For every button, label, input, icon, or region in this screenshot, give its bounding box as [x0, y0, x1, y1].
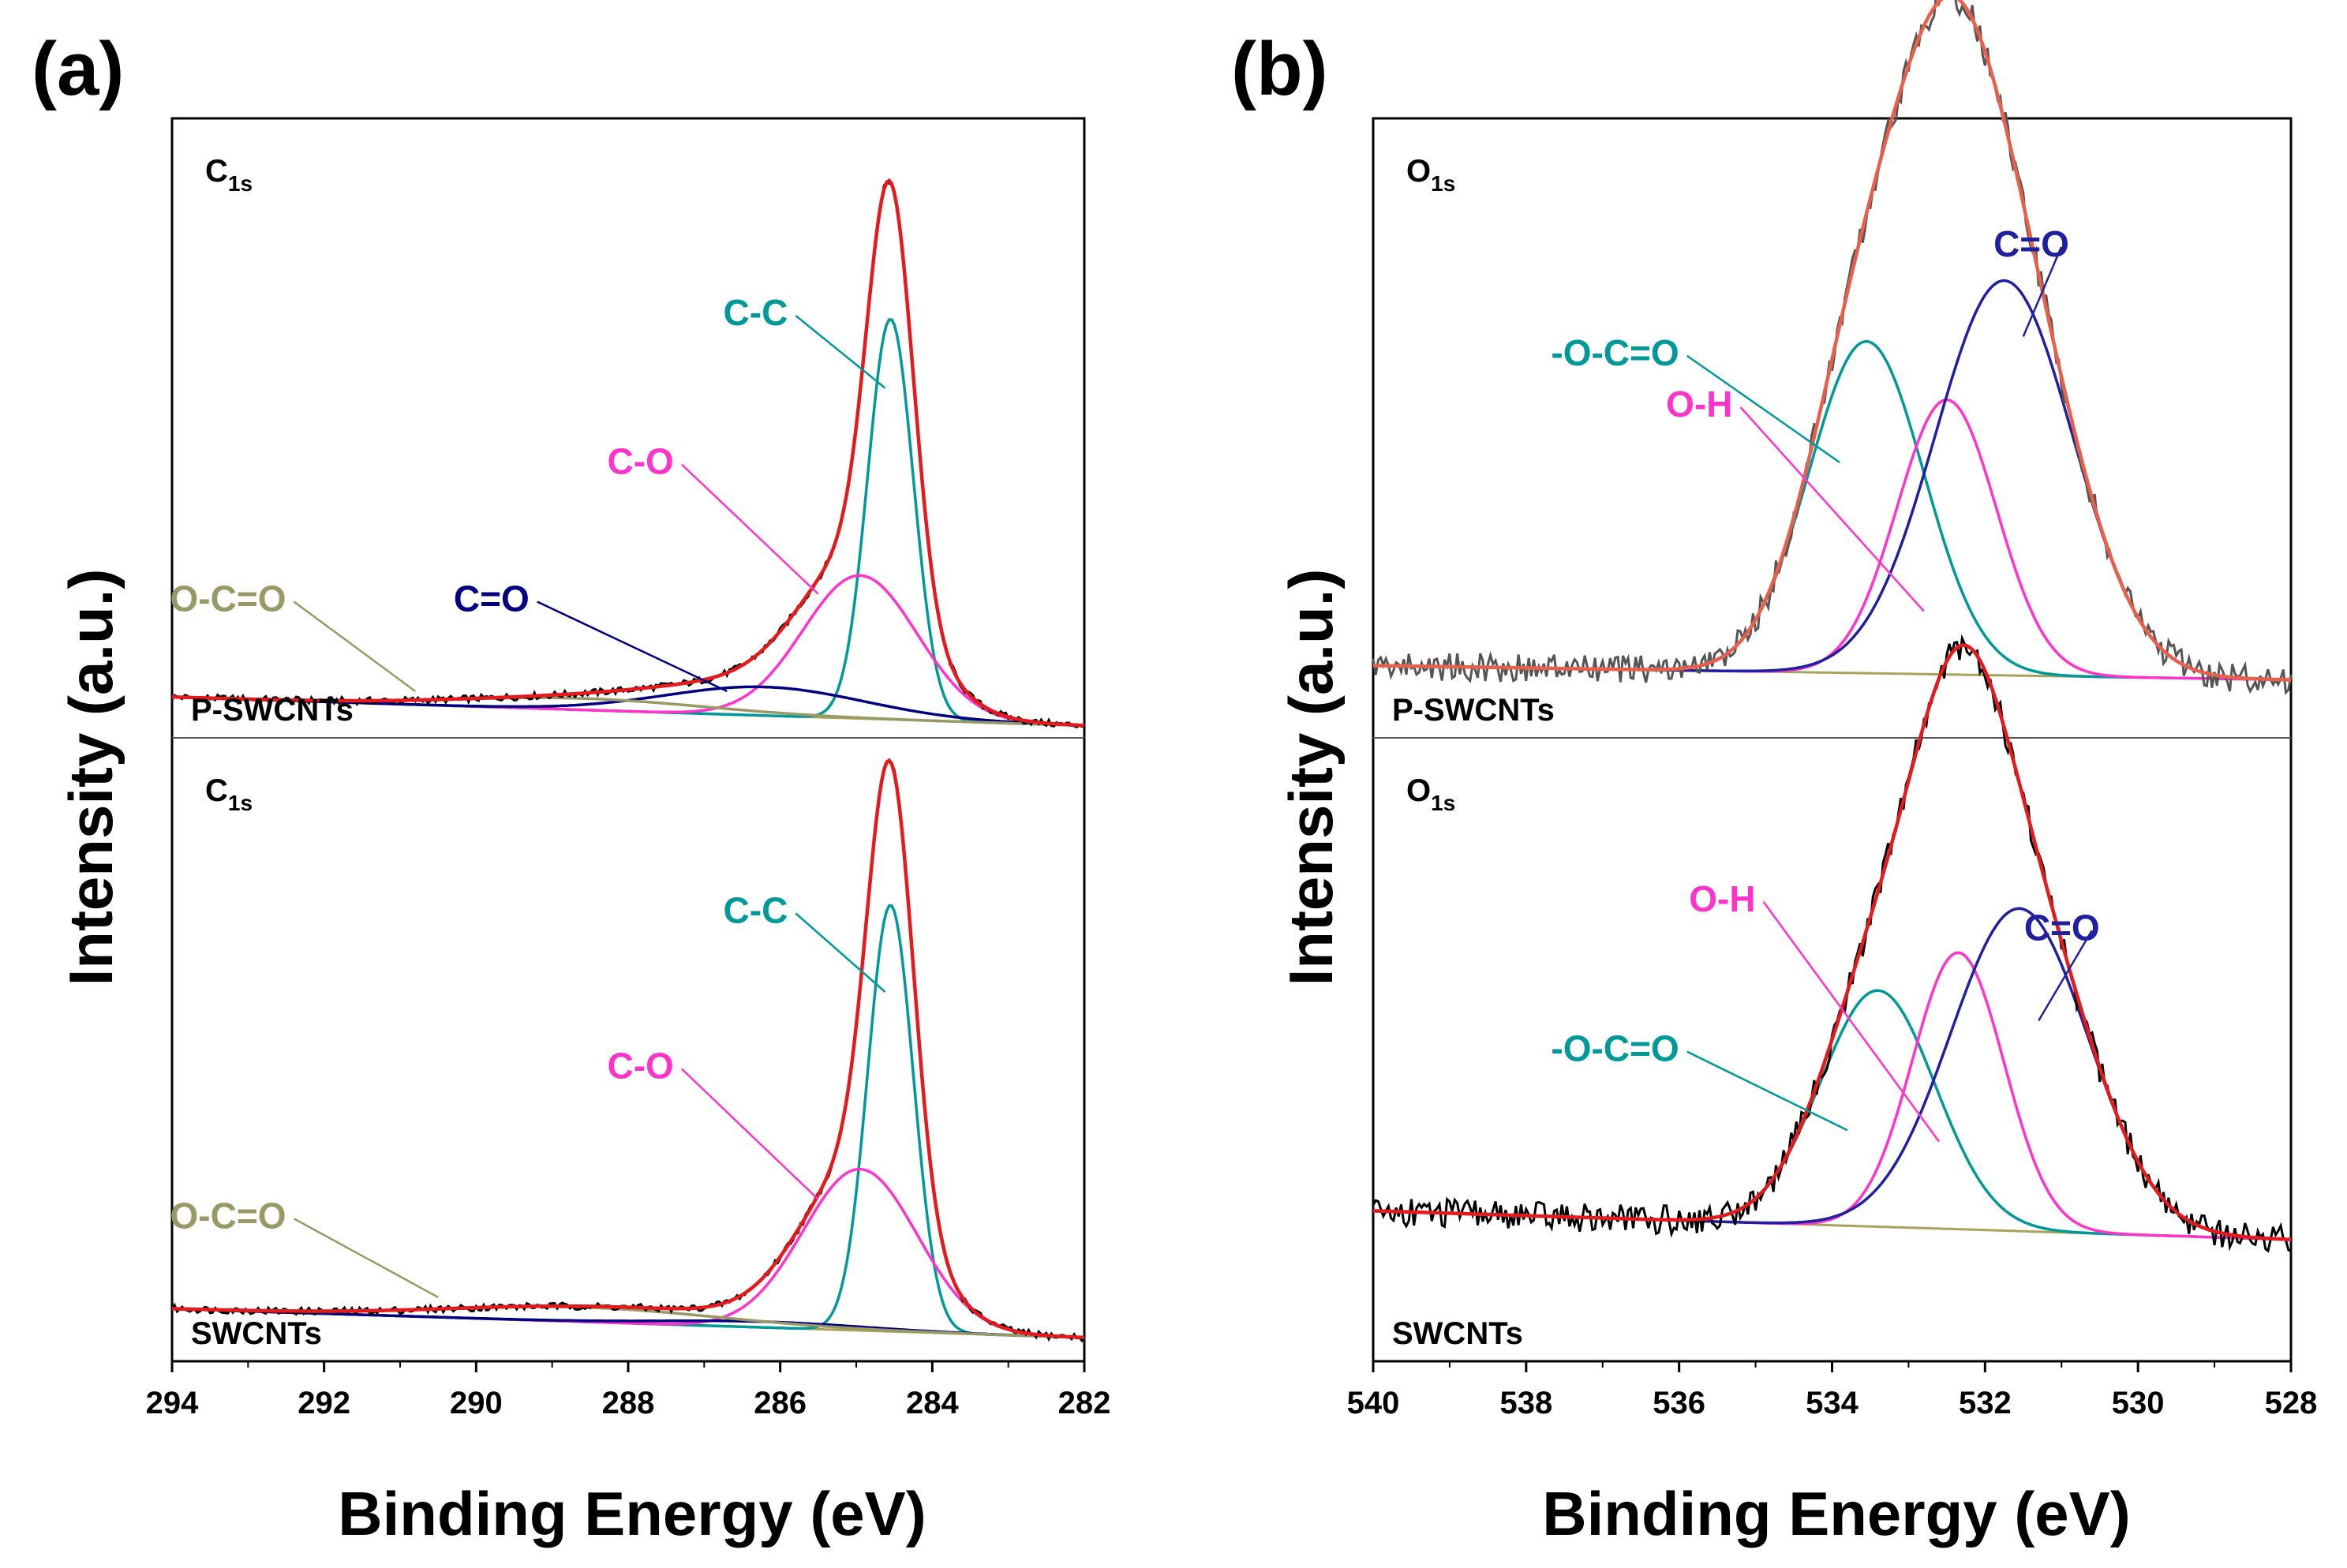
peak-label: C-O	[607, 1046, 673, 1087]
sample-label: SWCNTs	[1392, 1316, 1523, 1351]
plot-a: 294 292 290 288 286 284 282 C-C C-O C=O O-C=O C1s P-…	[146, 117, 1111, 1420]
peak-label: C=O	[1993, 223, 2069, 264]
peak-leader-line	[795, 315, 886, 389]
x-tick-label: 288	[602, 1386, 655, 1420]
peak-label: -O-C=O	[1551, 332, 1679, 373]
x-tick-label: 534	[1806, 1386, 1859, 1420]
x-tick-label: 532	[1959, 1386, 2012, 1420]
sample-label: SWCNTs	[191, 1316, 322, 1351]
peak-leader-line	[1762, 901, 1941, 1143]
peak-leader-line	[537, 601, 728, 693]
raw-data-line	[1372, 0, 2293, 695]
panel-a-xlabel: Binding Energy (eV)	[338, 1479, 926, 1548]
peak-label: O-C=O	[170, 578, 286, 619]
element-label: O1s	[1406, 154, 1455, 196]
peak-label: C-C	[724, 889, 788, 930]
raw-data-line	[1372, 634, 2292, 1253]
x-tick-label: 528	[2265, 1386, 2318, 1420]
peak-leader-line	[293, 1218, 439, 1298]
subplot-p-swcnts: -O-C=O O-H C=O O1s P-SWCNTs	[1372, 0, 2293, 728]
panel-b-xlabel: Binding Energy (eV)	[1542, 1479, 2130, 1548]
x-tick-label: 286	[754, 1386, 807, 1420]
peak-leader-line	[795, 912, 886, 993]
panel-b: (b) Intensity (a.u.) Binding Energy (eV)…	[1231, 0, 2317, 1548]
plot-frame	[1372, 117, 2293, 1363]
element-label: C1s	[205, 154, 253, 196]
element-label: O1s	[1406, 773, 1455, 815]
panel-a-ylabel: Intensity (a.u.)	[56, 569, 125, 986]
x-tick-label: 284	[906, 1386, 959, 1420]
fit-envelope-line	[171, 758, 1085, 1340]
peak-oco-line	[1373, 339, 2292, 682]
peak-leader-line	[1739, 406, 1925, 612]
sample-label: P-SWCNTs	[1392, 693, 1555, 728]
peak-label: C-C	[724, 292, 788, 333]
subplot-swcnts: C-C C-O O-C=O C1s SWCNTs	[170, 758, 1086, 1351]
peak-co-line	[1373, 279, 2291, 682]
x-tick-label: 282	[1058, 1386, 1111, 1420]
peak-label: -O-C=O	[1551, 1028, 1679, 1069]
peak-leader-line	[293, 601, 417, 693]
panel-b-ylabel: Intensity (a.u.)	[1276, 569, 1346, 986]
fit-envelope-line	[171, 178, 1085, 728]
x-tick-label: 540	[1347, 1386, 1400, 1420]
x-tick-label: 530	[2112, 1386, 2165, 1420]
panel-a: (a) Intensity (a.u.) Binding Energy (eV)…	[32, 27, 1110, 1548]
subplot-p-swcnts: C-C C-O C=O O-C=O C1s P-SWCNTs	[170, 154, 1085, 729]
peak-label: C-O	[607, 441, 673, 482]
peak-leader-line	[680, 1068, 819, 1200]
peak-label: O-H	[1689, 878, 1755, 919]
peak-leader-line	[1686, 1050, 1848, 1132]
peak-label: O-H	[1666, 384, 1732, 425]
x-tick-label: 292	[298, 1386, 350, 1420]
peak-co-line	[1372, 907, 2292, 1241]
fit-envelope-line	[1372, 643, 2292, 1241]
peak-oco-line	[1372, 989, 2292, 1241]
element-label: C1s	[205, 773, 253, 815]
sample-label: P-SWCNTs	[191, 693, 354, 728]
peak-label: C=O	[454, 578, 530, 619]
peak-cc-line	[171, 904, 1085, 1339]
peak-leader-line	[2038, 930, 2093, 1022]
x-tick-label: 536	[1653, 1386, 1705, 1420]
x-tick-label: 294	[146, 1386, 199, 1420]
panel-a-letter: (a)	[32, 27, 124, 111]
peak-label: O-C=O	[170, 1195, 286, 1236]
plot-b: 540 538 536 534 532 530 528 -O-C=O O-H C=O O1s P-SW…	[1347, 0, 2318, 1420]
peak-label: C=O	[2024, 907, 2100, 948]
peak-cc-line	[171, 318, 1085, 728]
x-tick-label: 290	[450, 1386, 503, 1420]
panel-b-letter: (b)	[1231, 27, 1328, 111]
peak-leader-line	[2022, 246, 2063, 337]
subplot-swcnts: -O-C=O O-H C=O O1s SWCNTs	[1372, 634, 2292, 1351]
plot-frame	[170, 117, 1086, 1363]
x-tick-label: 538	[1499, 1386, 1552, 1420]
peak-leader-line	[680, 463, 819, 595]
fit-envelope-line	[1373, 0, 2291, 682]
peak-leader-line	[1686, 354, 1840, 464]
